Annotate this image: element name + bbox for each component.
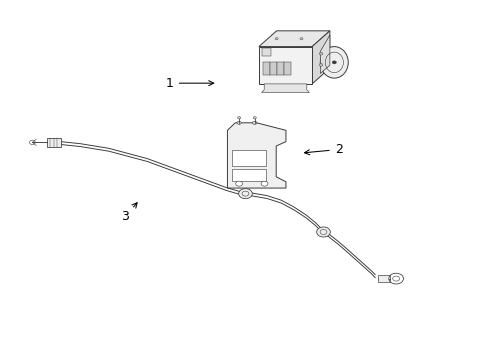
Bar — [377, 275, 389, 282]
Circle shape — [235, 181, 242, 186]
Text: 1: 1 — [165, 77, 213, 90]
Bar — [47, 138, 61, 147]
Circle shape — [275, 37, 278, 40]
Bar — [277, 62, 283, 75]
Polygon shape — [258, 46, 311, 84]
Polygon shape — [311, 31, 329, 84]
Text: 3: 3 — [121, 203, 137, 224]
Polygon shape — [258, 31, 329, 46]
Circle shape — [237, 121, 241, 124]
Circle shape — [331, 61, 336, 64]
Bar — [269, 62, 276, 75]
Circle shape — [252, 121, 256, 124]
Ellipse shape — [320, 46, 347, 78]
Circle shape — [319, 63, 322, 66]
Bar — [261, 49, 270, 56]
Polygon shape — [232, 169, 266, 180]
Polygon shape — [227, 123, 285, 188]
Bar — [263, 62, 269, 75]
Circle shape — [261, 181, 267, 186]
Text: 2: 2 — [304, 143, 342, 156]
Polygon shape — [320, 35, 329, 73]
Bar — [284, 62, 290, 75]
Circle shape — [319, 52, 322, 55]
Circle shape — [238, 189, 252, 199]
Polygon shape — [261, 84, 309, 93]
Circle shape — [237, 117, 240, 119]
Circle shape — [299, 37, 303, 40]
Circle shape — [253, 117, 256, 119]
Polygon shape — [232, 150, 266, 166]
Circle shape — [316, 227, 330, 237]
